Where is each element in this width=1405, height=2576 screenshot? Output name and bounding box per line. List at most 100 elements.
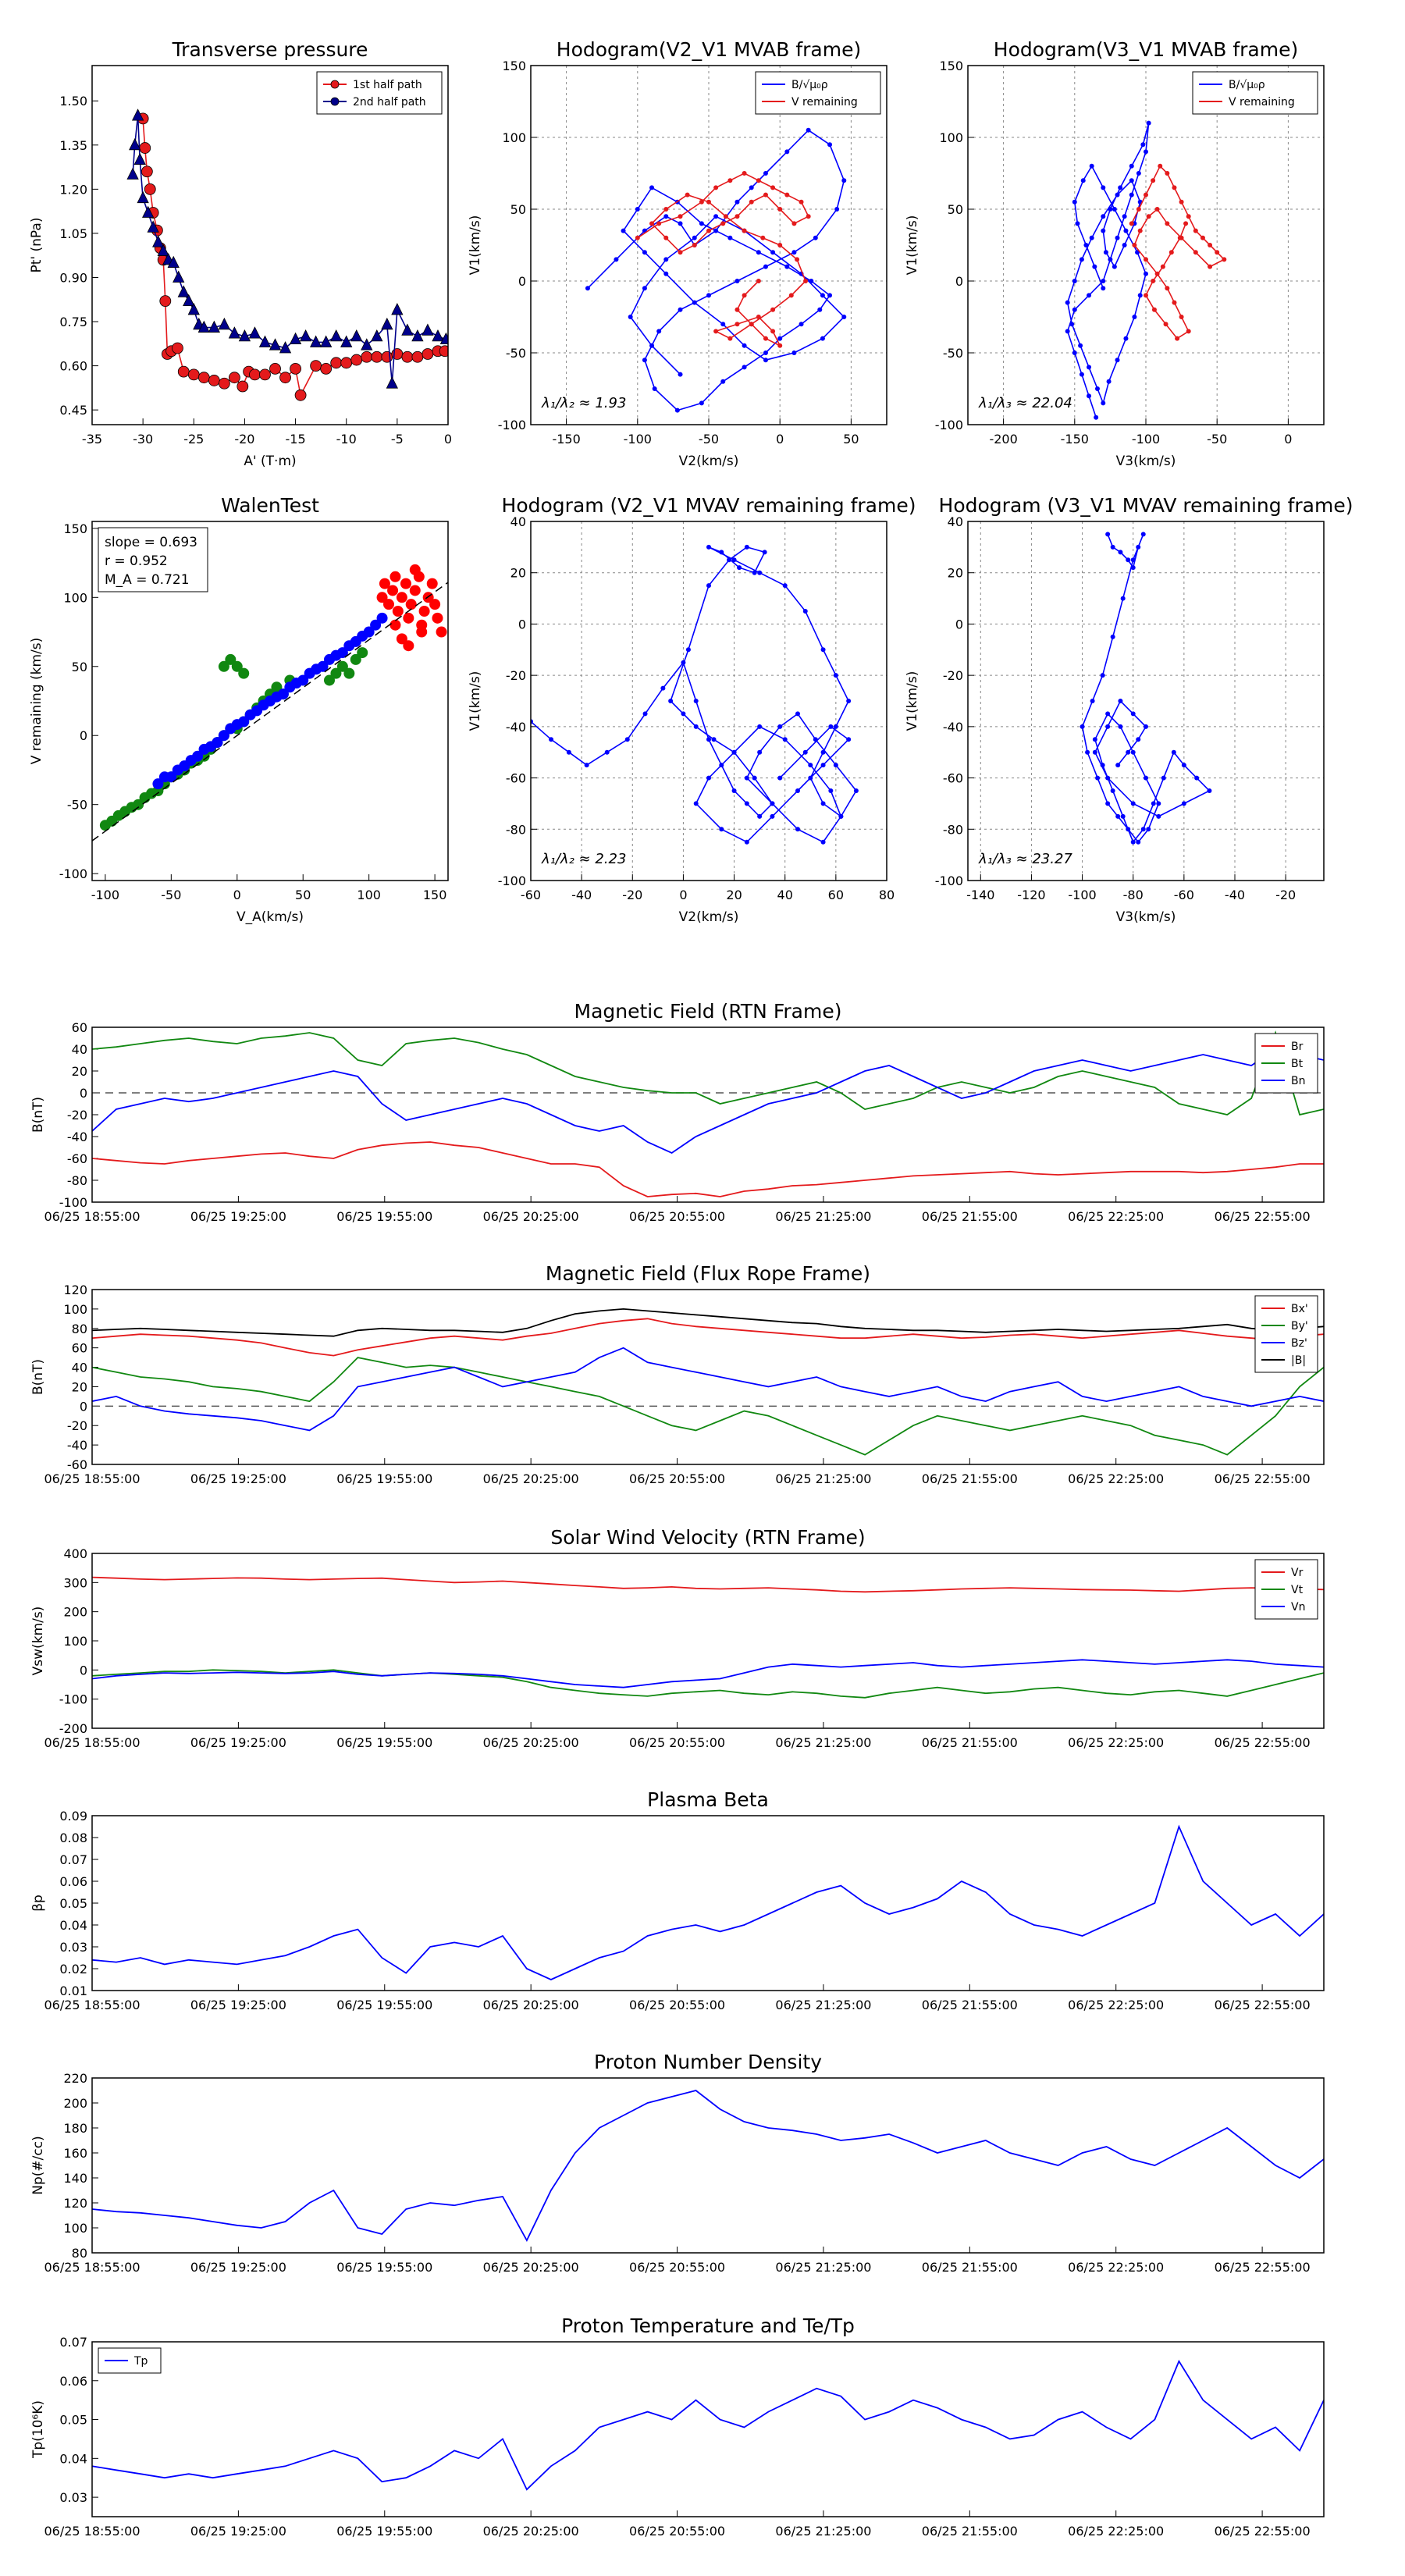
y-tick-label: 40 <box>72 1042 87 1057</box>
data-point <box>649 221 655 226</box>
data-point <box>642 250 647 255</box>
data-point <box>752 570 757 575</box>
data-point <box>727 178 733 183</box>
data-point <box>663 207 669 212</box>
data-point <box>727 336 733 341</box>
panel-walen: WalenTest -100 -50 0 50 100 150 -100 -50 0 50 100 15… <box>29 494 449 925</box>
y-tick-label: 0 <box>80 1663 87 1678</box>
plot-area <box>92 1576 1324 1699</box>
data-point <box>777 243 783 247</box>
data-point <box>1144 257 1148 262</box>
data-point <box>218 317 231 330</box>
data-point <box>320 335 333 347</box>
x-tick-label: 06/25 19:25:00 <box>190 1998 286 2012</box>
data-point <box>1154 207 1160 212</box>
data-point <box>744 801 749 806</box>
x-axis-label: V2(km/s) <box>679 454 739 469</box>
data-point <box>1137 228 1143 233</box>
data-point <box>212 737 223 749</box>
series-line-Bz' <box>92 1347 1324 1432</box>
x-tick-label: -150 <box>1061 432 1089 447</box>
y-tick-label: 20 <box>948 566 963 581</box>
y-tick-label: -40 <box>67 1130 87 1144</box>
data-point <box>1085 749 1090 755</box>
axes-frame <box>91 1026 1325 1203</box>
data-point <box>820 839 826 845</box>
data-point <box>685 647 691 653</box>
y-tick-label: 0.75 <box>59 315 87 329</box>
data-point <box>350 329 363 342</box>
y-tick-label: 0.07 <box>59 2335 87 2350</box>
data-point <box>131 109 144 121</box>
x-tick-label: -100 <box>91 888 119 902</box>
data-point <box>784 264 790 269</box>
y-tick-label: 0 <box>518 274 526 289</box>
data-point <box>218 660 229 672</box>
data-point <box>827 142 833 148</box>
x-tick-label: 06/25 18:55:00 <box>44 2260 140 2275</box>
data-point <box>1123 336 1129 341</box>
x-tick-label: -100 <box>1132 432 1160 447</box>
x-tick-label: 80 <box>879 888 895 902</box>
data-point <box>1106 379 1112 384</box>
data-point <box>742 365 747 370</box>
panel-ts3: Solar Wind Velocity (RTN Frame) -200 -100 0… <box>30 1526 1325 1750</box>
data-point <box>833 724 838 729</box>
data-point <box>735 322 740 327</box>
data-point <box>432 612 443 624</box>
x-tick-label: 06/25 21:55:00 <box>922 1735 1018 1750</box>
x-tick-label: 06/25 20:25:00 <box>483 1735 579 1750</box>
data-point <box>1140 142 1146 148</box>
data-point <box>1208 264 1213 269</box>
data-point <box>1146 214 1151 219</box>
data-point <box>678 214 683 219</box>
y-tick-label: 0.08 <box>59 1831 87 1845</box>
y-tick-label: 50 <box>510 202 526 217</box>
y-tick-label: -20 <box>67 1108 87 1123</box>
data-point <box>1144 192 1148 197</box>
annotation-text: λ₁/λ₃ ≈ 23.27 <box>978 851 1072 867</box>
data-point <box>340 335 353 347</box>
data-point <box>846 699 852 703</box>
data-point <box>290 362 301 375</box>
x-tick-label: -25 <box>183 432 204 447</box>
data-point <box>432 329 444 342</box>
data-point <box>1144 149 1148 155</box>
legend-label: 1st half path <box>353 79 422 91</box>
data-point <box>1122 214 1127 219</box>
y-tick-label: -20 <box>67 1418 87 1433</box>
y-tick-label: -60 <box>67 1151 87 1166</box>
y-tick-label: 0.06 <box>59 1874 87 1889</box>
data-point <box>237 380 249 393</box>
data-point <box>628 315 633 319</box>
data-point <box>763 192 768 197</box>
data-point <box>762 550 767 555</box>
data-point <box>1130 557 1136 563</box>
chart-title: Hodogram (V3_V1 MVAV remaining frame) <box>939 494 1353 517</box>
data-point <box>614 257 619 262</box>
data-point <box>693 801 699 806</box>
data-point <box>1105 775 1111 781</box>
x-tick-label: -80 <box>1123 888 1144 902</box>
data-point <box>642 286 647 291</box>
y-tick-label: -200 <box>59 1721 87 1736</box>
y-tick-label: 0.07 <box>59 1852 87 1867</box>
data-point <box>799 199 804 205</box>
x-tick-label: 06/25 19:55:00 <box>336 2260 432 2275</box>
data-point <box>279 372 291 384</box>
data-point <box>1129 221 1134 226</box>
data-point <box>720 379 726 384</box>
data-point <box>817 307 823 312</box>
legend-label: 2nd half path <box>353 96 426 109</box>
data-point <box>802 749 808 755</box>
data-point <box>809 279 814 283</box>
data-point <box>1215 250 1220 255</box>
data-point <box>157 244 169 256</box>
data-point <box>649 343 655 348</box>
x-tick-label: -50 <box>161 888 181 902</box>
data-point <box>820 801 826 806</box>
x-tick-label: -10 <box>336 432 357 447</box>
data-point <box>336 647 348 659</box>
data-point <box>1103 250 1108 255</box>
data-point <box>1105 532 1111 537</box>
